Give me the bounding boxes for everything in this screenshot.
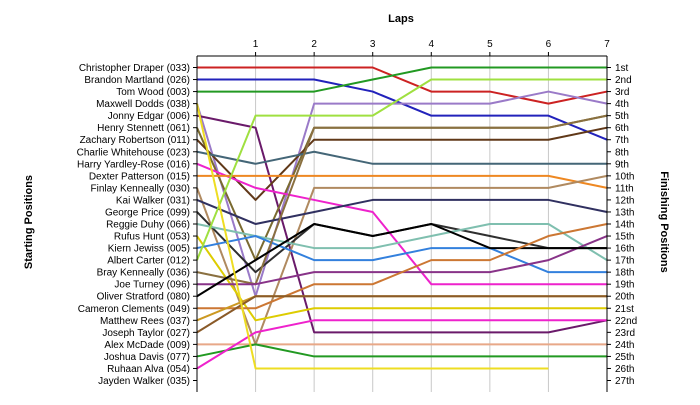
chart-title: Laps [388, 13, 414, 25]
start-label: Cameron Clements (049) [78, 304, 190, 315]
finish-label: 20th [615, 292, 634, 303]
series-line-12 [196, 198, 608, 225]
start-label: Alex McDade (009) [104, 340, 190, 351]
start-label: Joseph Taylor (027) [102, 328, 190, 339]
lap-label: 1 [253, 39, 259, 50]
start-label: Kiern Jewiss (005) [108, 244, 190, 255]
finish-label: 19th [615, 280, 634, 291]
series-line-3 [197, 66, 607, 93]
series-line-14 [196, 223, 608, 261]
start-label: Finlay Kenneally (030) [91, 183, 191, 194]
finish-label: 9th [615, 159, 629, 170]
start-label: Oliver Stratford (080) [97, 292, 190, 303]
series-line-17 [196, 78, 607, 261]
lap-tick-labels: 1 2 3 4 5 6 7 [253, 39, 610, 50]
lap-label: 5 [487, 39, 493, 50]
finish-label: 16th [615, 244, 634, 255]
finish-label: 11th [615, 183, 634, 194]
axes [193, 52, 611, 392]
series-line-4 [196, 90, 608, 298]
series-line-23 [196, 295, 607, 334]
finish-label: 6th [615, 123, 629, 134]
series-line-16 [196, 235, 607, 274]
finish-label: 17th [615, 256, 634, 267]
series-line-27 [196, 103, 549, 370]
start-label: Reggie Duhy (066) [106, 220, 190, 231]
finish-label: 24th [615, 340, 634, 351]
start-label: Matthew Rees (037) [100, 316, 190, 327]
series-lines [196, 66, 608, 370]
series-line-1 [197, 66, 608, 105]
lap-label: 3 [370, 39, 376, 50]
finish-label: 5th [615, 111, 629, 122]
finish-label: 15th [615, 232, 634, 243]
series-line-8 [196, 150, 607, 165]
start-label: George Price (099) [105, 207, 190, 218]
finish-label: 13th [615, 207, 634, 218]
start-label: Jayden Walker (035) [98, 376, 190, 387]
start-label: Tom Wood (003) [116, 87, 190, 98]
finish-label: 25th [615, 352, 634, 363]
start-label: Ruhaan Alva (054) [107, 364, 190, 375]
start-label: Harry Yardley-Rose (016) [77, 159, 190, 170]
finish-label: 2nd [615, 75, 632, 86]
start-label: Bray Kenneally (036) [97, 268, 190, 279]
finish-label: 21st [615, 304, 634, 315]
start-label: Henry Stennett (061) [97, 123, 190, 134]
lap-label: 4 [429, 39, 435, 50]
series-line-2 [197, 78, 608, 141]
series-line-26 [196, 319, 607, 370]
finish-label: 7th [615, 135, 629, 146]
finishing-position-labels: 1st2nd3rd4th5th6th7th8th9th10th11th12th1… [615, 63, 637, 387]
finish-label: 22nd [615, 316, 637, 327]
start-label: Brandon Martland (026) [84, 75, 190, 86]
series-line-21 [197, 223, 608, 310]
start-label: Kai Walker (031) [116, 195, 190, 206]
start-label: Rufus Hunt (053) [114, 232, 190, 243]
start-label: Charlie Whitehouse (023) [77, 147, 190, 158]
finish-label: 4th [615, 99, 629, 110]
finish-label: 1st [615, 63, 629, 74]
lap-label: 7 [604, 39, 610, 50]
start-label: Albert Carter (012) [107, 256, 190, 267]
finish-label: 14th [615, 220, 634, 231]
series-line-15 [196, 235, 607, 322]
finish-label: 8th [615, 147, 629, 158]
start-label: Zachary Robertson (011) [80, 135, 190, 146]
series-line-18 [196, 114, 608, 286]
y-axis-label-left: Starting Positions [23, 175, 35, 269]
finish-label: 18th [615, 268, 634, 279]
series-line-25 [196, 343, 607, 358]
lap-label: 2 [311, 39, 317, 50]
finish-label: 26th [615, 364, 634, 375]
finish-label: 12th [615, 195, 634, 206]
series-line-20 [196, 223, 607, 298]
series-line-10 [197, 174, 608, 189]
finish-label: 3rd [615, 87, 629, 98]
y-axis-label-right: Finishing Positions [658, 171, 670, 272]
start-label: Maxwell Dodds (038) [96, 99, 190, 110]
finish-label: 10th [615, 171, 634, 182]
lap-label: 6 [546, 39, 552, 50]
start-label: Joshua Davis (077) [104, 352, 190, 363]
finish-label: 27th [615, 376, 634, 387]
start-label: Jonny Edgar (006) [108, 111, 190, 122]
start-label: Christopher Draper (033) [79, 63, 190, 74]
finish-label: 23rd [615, 328, 635, 339]
start-label: Joe Turney (096) [114, 280, 190, 291]
series-line-9 [196, 162, 607, 286]
starting-position-labels: Christopher Draper (033)Brandon Martland… [77, 63, 190, 387]
start-label: Dexter Patterson (015) [89, 171, 190, 182]
